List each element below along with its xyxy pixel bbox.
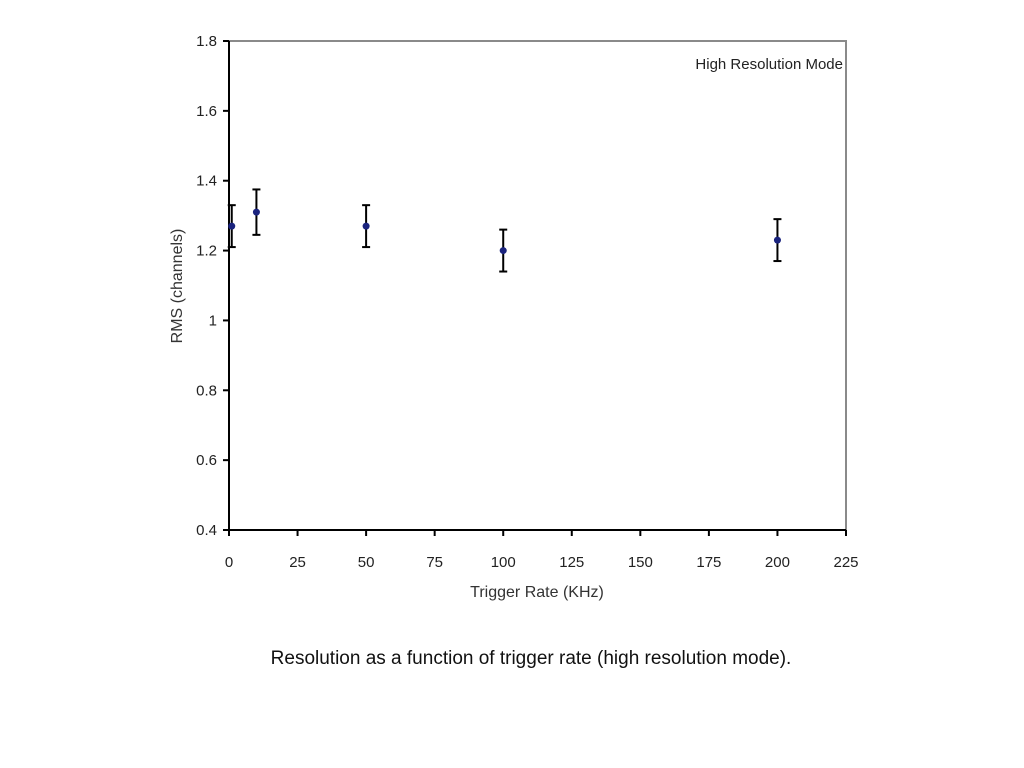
- plot-area: [228, 40, 847, 531]
- y-tick-label: 0.4: [196, 522, 217, 539]
- x-axis-title: Trigger Rate (KHz): [470, 584, 604, 601]
- x-tick-label: 0: [225, 554, 233, 571]
- x-tick-label: 175: [696, 554, 721, 571]
- y-tick-label: 1.8: [196, 33, 217, 50]
- x-tick-label: 75: [426, 554, 443, 571]
- data-point: [499, 247, 507, 255]
- figure-caption: Resolution as a function of trigger rate…: [270, 648, 792, 669]
- chart-annotation: High Resolution Mode: [695, 56, 843, 73]
- y-tick-label: 0.6: [196, 452, 217, 469]
- data-point: [773, 236, 781, 244]
- x-tick-label: 225: [833, 554, 858, 571]
- y-tick-label: 1.4: [196, 173, 217, 190]
- data-point: [252, 208, 260, 216]
- y-tick-label: 0.8: [196, 382, 217, 399]
- x-tick-label: 200: [765, 554, 790, 571]
- data-point: [362, 222, 370, 230]
- y-tick-label: 1.6: [196, 103, 217, 120]
- y-axis-title: RMS (channels): [169, 229, 186, 344]
- y-ticks: 0.4 0.6 0.8 1 1.2 1.4 1.6 1.8: [196, 33, 229, 539]
- x-tick-label: 100: [491, 554, 516, 571]
- y-tick-label: 1: [209, 312, 217, 329]
- x-ticks: 0 25 50 75 100 125 150 175 200 225: [225, 530, 859, 571]
- x-tick-label: 125: [559, 554, 584, 571]
- data-point: [228, 222, 236, 230]
- x-tick-label: 50: [358, 554, 375, 571]
- chart: 0.4 0.6 0.8 1 1.2 1.4 1.6 1.8 0 25 50 75 100 125 150 1…: [169, 33, 859, 601]
- y-tick-label: 1.2: [196, 243, 217, 260]
- data-points: [227, 188, 782, 273]
- x-tick-label: 150: [628, 554, 653, 571]
- x-tick-label: 25: [289, 554, 306, 571]
